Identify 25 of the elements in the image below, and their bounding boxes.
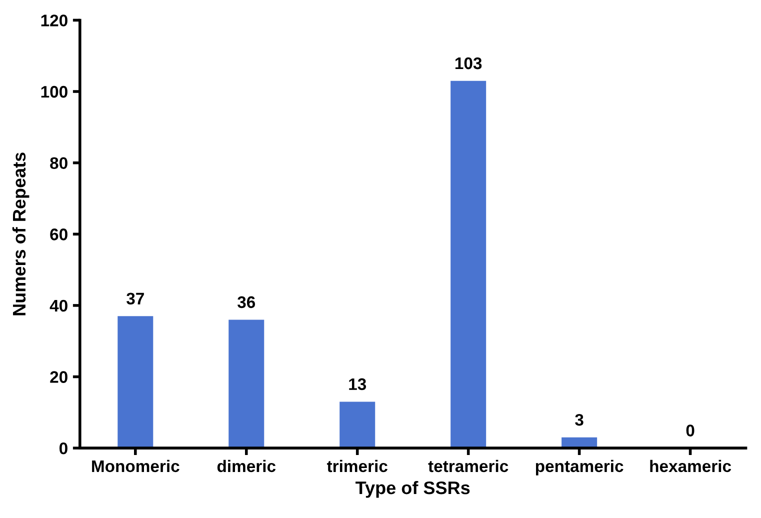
y-tick-label: 100	[41, 86, 68, 98]
x-tick-label: trimeric	[326, 460, 388, 472]
data-label: 103	[455, 57, 482, 70]
data-label: 0	[686, 424, 694, 436]
y-tick-label: 80	[50, 157, 68, 170]
bar	[340, 402, 376, 448]
x-axis-title: Type of SSRs	[356, 480, 470, 498]
y-tick-label: 120	[41, 14, 68, 26]
data-label: 3	[575, 414, 584, 426]
x-tick-label: dimeric	[217, 460, 276, 472]
x-tick-label: hexameric	[650, 460, 732, 472]
y-tick-label: 0	[59, 442, 68, 454]
bar	[228, 320, 264, 448]
y-tick-label: 40	[50, 300, 68, 312]
data-label: 13	[349, 378, 366, 390]
y-axis-title: Numers of Repeats	[12, 152, 30, 316]
bar	[450, 80, 486, 448]
bar	[118, 316, 154, 448]
data-label: 36	[237, 296, 256, 308]
y-tick-label: 20	[50, 371, 68, 383]
x-tick-label: tetrameric	[428, 460, 508, 472]
x-tick-label: pentameric	[536, 460, 624, 476]
y-tick-label: 60	[50, 228, 68, 240]
data-label: 37	[126, 292, 144, 305]
x-tick-label: Monomeric	[92, 460, 180, 472]
